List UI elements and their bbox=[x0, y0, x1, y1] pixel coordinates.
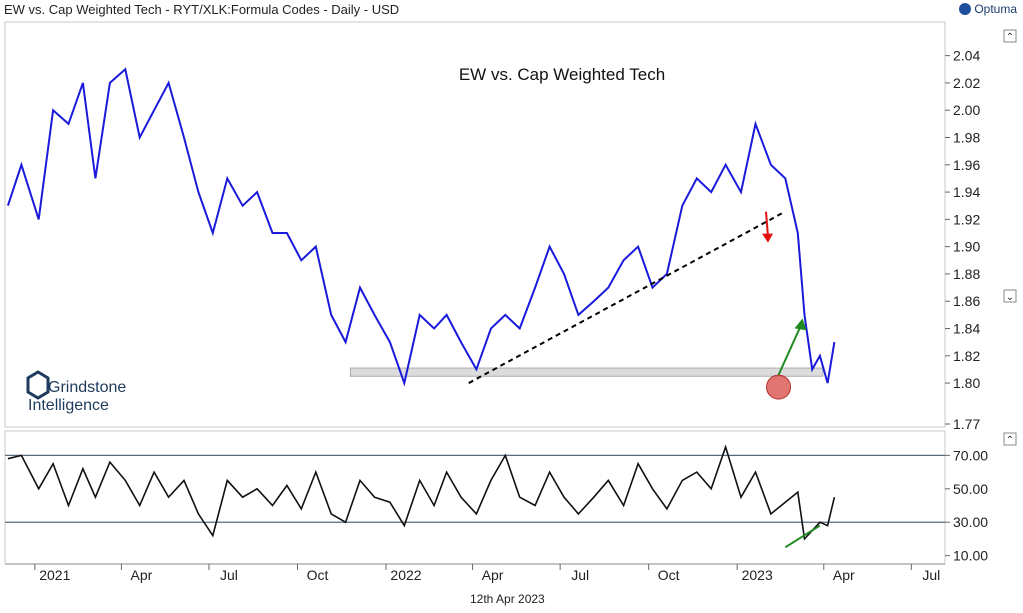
chart-header-title: EW vs. Cap Weighted Tech - RYT/XLK:Formu… bbox=[4, 2, 400, 17]
x-tick-label-1: Apr bbox=[131, 567, 153, 583]
green-up-arrow bbox=[777, 318, 807, 376]
indicator-panel-collapse-button[interactable]: ⌃ bbox=[1003, 432, 1017, 446]
main-y-tick-label-0: 2.04 bbox=[953, 48, 980, 64]
main-chevron-up-icon: ⌃ bbox=[1006, 32, 1014, 43]
x-tick-label-7: Oct bbox=[658, 567, 680, 583]
main-panel-expand-button[interactable]: ⌄ bbox=[1003, 289, 1017, 303]
main-y-tick-label-13: 1.77 bbox=[953, 416, 980, 432]
red-down-arrow bbox=[762, 211, 774, 243]
x-tick-label-9: Apr bbox=[833, 567, 855, 583]
main-y-tick-label-2: 2.00 bbox=[953, 102, 980, 118]
main-y-tick-label-5: 1.94 bbox=[953, 184, 980, 200]
main-panel-collapse-button[interactable]: ⌃ bbox=[1003, 29, 1017, 43]
x-tick-label-0: 2021 bbox=[39, 567, 70, 583]
dashed-trendline bbox=[468, 211, 784, 384]
support-band bbox=[349, 367, 824, 377]
x-tick-label-8: 2023 bbox=[742, 567, 773, 583]
footer-date: 12th Apr 2023 bbox=[470, 592, 545, 606]
main-y-tick-label-10: 1.84 bbox=[953, 321, 980, 337]
main-y-tick-label-8: 1.88 bbox=[953, 266, 980, 282]
x-tick-label-2: Jul bbox=[220, 567, 238, 583]
ratio-line-series bbox=[6, 67, 836, 387]
main-chevron-down-icon: ⌄ bbox=[1006, 292, 1014, 303]
main-y-axis: 2.04 2.02 2.00 1.98 1.96 1.94 1.92 1.90 1.88 1.86… bbox=[945, 48, 980, 432]
indicator-y-axis: 70.00 50.00 30.00 10.00 bbox=[945, 447, 988, 564]
main-panel-frame bbox=[4, 21, 946, 428]
grindstone-line2: Intelligence bbox=[28, 397, 109, 414]
x-tick-label-10: Jul bbox=[922, 567, 940, 583]
optuma-logo-text: Optuma bbox=[974, 2, 1017, 16]
chart-title: EW vs. Cap Weighted Tech bbox=[459, 65, 665, 84]
indicator-y-tick-label-0: 70.00 bbox=[953, 447, 988, 463]
indicator-panel-frame bbox=[4, 430, 946, 565]
main-y-tick-label-3: 1.98 bbox=[953, 130, 980, 146]
green-arrow-head bbox=[794, 318, 807, 331]
indicator-y-tick-label-1: 50.00 bbox=[953, 481, 988, 497]
indicator-trendline bbox=[784, 524, 821, 549]
indicator-chevron-up-icon: ⌃ bbox=[1006, 435, 1014, 446]
main-y-tick-label-9: 1.86 bbox=[953, 293, 980, 309]
main-y-tick-label-11: 1.82 bbox=[953, 348, 980, 364]
red-arrow-head bbox=[762, 233, 774, 243]
indicator-reference-lines bbox=[5, 454, 945, 523]
x-axis-ticks: 2021 Apr Jul Oct 2022 Apr Jul Oct 2023 Apr Jul bbox=[34, 564, 940, 583]
main-y-tick-label-1: 2.02 bbox=[953, 75, 980, 91]
optuma-logo: Optuma bbox=[959, 2, 1017, 16]
x-tick-label-5: Apr bbox=[482, 567, 504, 583]
indicator-y-tick-label-3: 10.00 bbox=[953, 548, 988, 564]
green-arrow-shaft bbox=[777, 325, 802, 376]
x-tick-label-4: 2022 bbox=[390, 567, 421, 583]
grindstone-logo: Grindstone Intelligence bbox=[26, 370, 126, 414]
indicator-y-tick-label-2: 30.00 bbox=[953, 514, 988, 530]
x-tick-label-6: Jul bbox=[571, 567, 589, 583]
indicator-line-series bbox=[7, 444, 836, 541]
main-y-tick-label-6: 1.92 bbox=[953, 211, 980, 227]
grindstone-line1: Grindstone bbox=[48, 379, 126, 396]
optuma-logo-icon bbox=[959, 3, 972, 15]
bottom-marker-circle bbox=[766, 374, 792, 400]
grindstone-hexagon-icon bbox=[26, 370, 50, 400]
main-y-tick-label-7: 1.90 bbox=[953, 239, 980, 255]
x-tick-label-3: Oct bbox=[307, 567, 329, 583]
main-y-tick-label-12: 1.80 bbox=[953, 375, 980, 391]
red-arrow-shaft bbox=[765, 211, 770, 237]
main-y-tick-label-4: 1.96 bbox=[953, 157, 980, 173]
